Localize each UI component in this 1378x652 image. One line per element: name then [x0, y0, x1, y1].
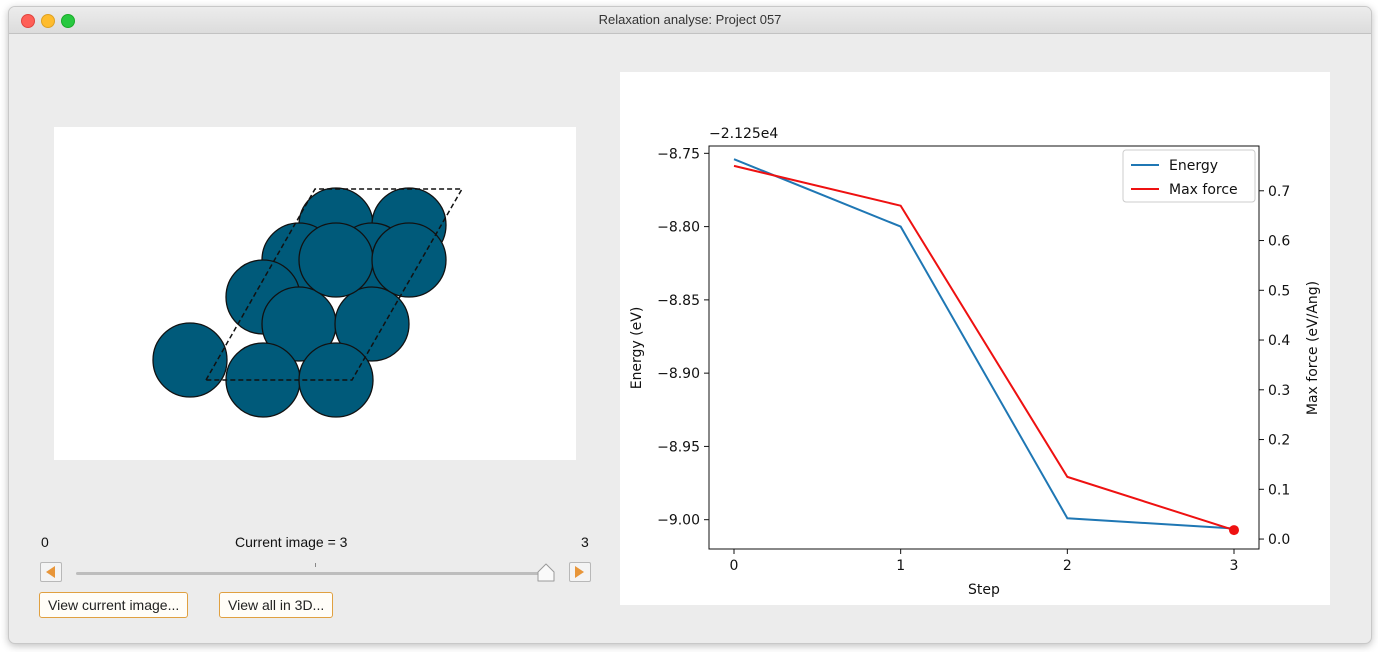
slider-max-label: 3 — [581, 534, 589, 550]
y-tick-label-left: −9.00 — [657, 513, 700, 529]
slider-min-label: 0 — [41, 534, 49, 550]
x-tick-label: 0 — [730, 558, 739, 574]
y-tick-label-right: 0.3 — [1268, 383, 1290, 399]
y-tick-label-left: −8.75 — [657, 146, 700, 162]
y-tick-label-right: 0.7 — [1268, 184, 1290, 200]
atom — [298, 222, 374, 298]
atom — [334, 286, 410, 362]
relaxation-chart: 0 1 2 3 −8.75 −8.80 −8.85 −8.90 −8.95 −9.00 0.0 0.1… — [629, 126, 1321, 598]
legend-label: Max force — [1169, 182, 1238, 198]
y-tick-label-left: −8.80 — [657, 220, 700, 236]
previous-image-button[interactable] — [40, 562, 62, 582]
slider-tick — [315, 563, 316, 567]
y-tick-label-left: −8.95 — [657, 439, 700, 455]
y-tick-label-right: 0.2 — [1268, 433, 1290, 449]
title-bar: Relaxation analyse: Project 057 — [9, 7, 1371, 34]
window-title: Relaxation analyse: Project 057 — [598, 12, 782, 27]
current-image-label: Current image = 3 — [235, 534, 348, 550]
current-step-marker — [1229, 525, 1239, 536]
minimize-window-button[interactable] — [41, 14, 55, 28]
structure-view — [54, 127, 576, 460]
x-axis-label: Step — [968, 582, 1000, 598]
y-tick-label-left: −8.85 — [657, 293, 700, 309]
legend-label: Energy — [1169, 158, 1218, 174]
app-window: Relaxation analyse: Project 057 0 Curren… — [8, 6, 1372, 644]
series-line-max-force — [733, 164, 1235, 532]
chart-legend: Energy Max force — [1122, 149, 1256, 203]
series-line-energy — [733, 158, 1235, 530]
y-axis-label-left: Energy (eV) — [629, 307, 645, 390]
image-slider-thumb[interactable] — [536, 563, 556, 583]
y-tick-label-right: 0.1 — [1268, 482, 1290, 498]
y-tick-label-left: −8.90 — [657, 366, 700, 382]
view-current-image-button[interactable]: View current image... — [39, 592, 189, 618]
offset-label: −2.125e4 — [709, 126, 778, 142]
next-image-button[interactable] — [569, 562, 591, 582]
close-window-button[interactable] — [21, 14, 35, 28]
y-tick-label-right: 0.5 — [1268, 283, 1290, 299]
y-axis-label-right: Max force (eV/Ang) — [1305, 281, 1321, 415]
structure-canvas — [152, 187, 464, 418]
y-tick-label-right: 0.6 — [1268, 234, 1290, 250]
atom — [371, 222, 447, 298]
unit-cell-outline — [204, 188, 464, 381]
relaxation-plot: 0 1 2 3 −8.75 −8.80 −8.85 −8.90 −8.95 −9.00 0.0 0.1… — [620, 72, 1330, 605]
arrow-left-icon — [46, 566, 55, 578]
x-tick-label: 2 — [1063, 558, 1072, 574]
atom — [152, 322, 228, 398]
view-all-3d-button[interactable]: View all in 3D... — [219, 592, 334, 618]
x-tick-label: 1 — [896, 558, 905, 574]
image-slider-panel: 0 Current image = 3 3 — [39, 532, 599, 592]
zoom-window-button[interactable] — [61, 14, 75, 28]
y-tick-label-right: 0.4 — [1268, 333, 1290, 349]
plot-area — [708, 145, 1260, 550]
image-slider-track[interactable] — [76, 572, 546, 575]
y-tick-label-right: 0.0 — [1268, 532, 1290, 548]
x-tick-label: 3 — [1230, 558, 1239, 574]
arrow-right-icon — [575, 566, 584, 578]
